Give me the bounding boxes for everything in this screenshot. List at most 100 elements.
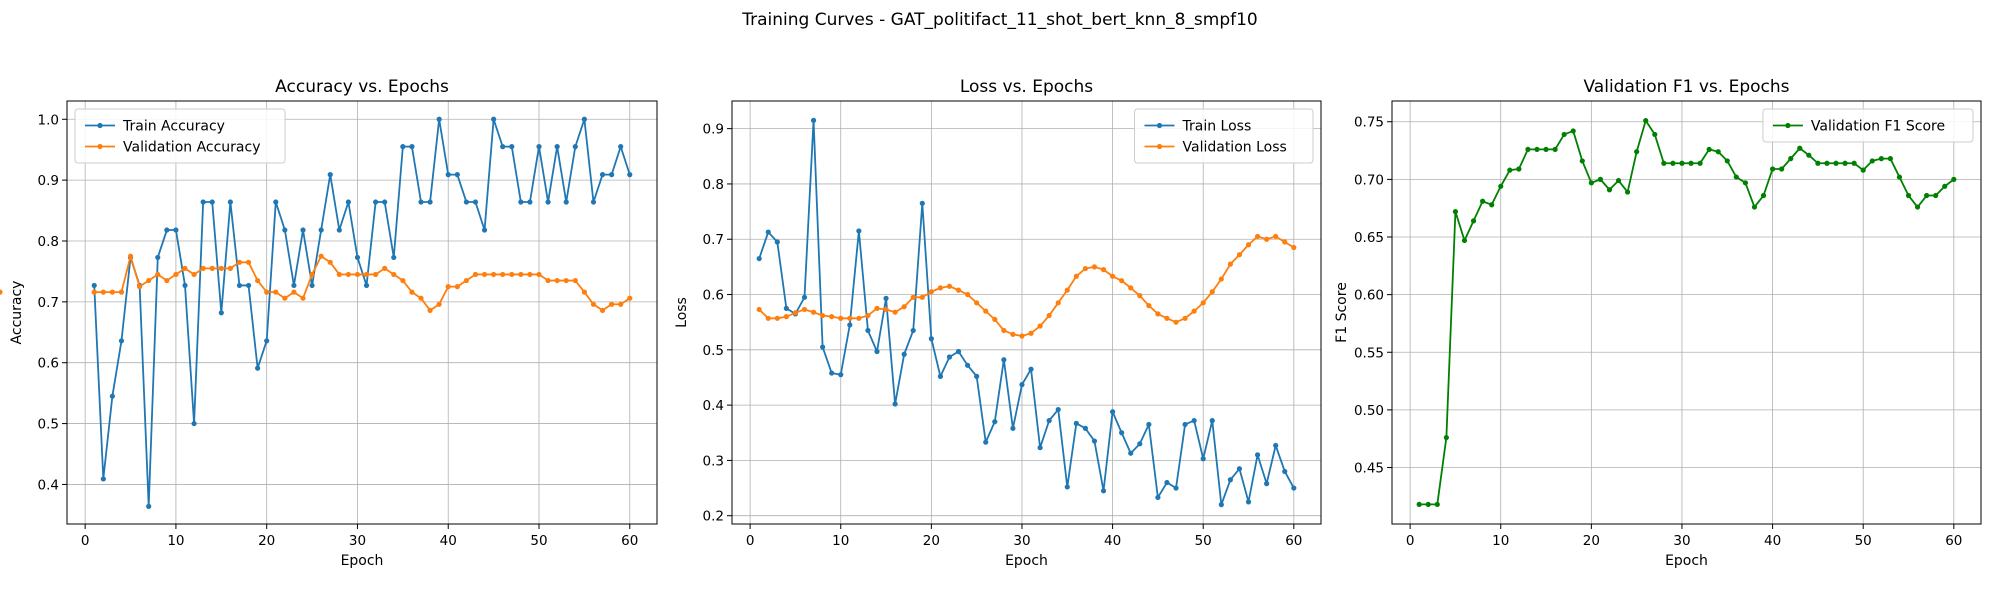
train-accuracy-point — [173, 227, 179, 233]
train-loss-point — [992, 419, 998, 425]
legend-marker — [1156, 143, 1163, 150]
validation-f1-score-point — [1851, 160, 1857, 166]
x-tick-label: 60 — [1945, 533, 1962, 549]
train-loss-point — [1273, 442, 1279, 449]
validation-accuracy-point — [100, 289, 106, 295]
train-accuracy-point — [100, 476, 106, 482]
train-accuracy-point — [182, 282, 188, 289]
x-tick-label: 20 — [923, 533, 940, 549]
train-loss-point — [883, 295, 889, 301]
validation-accuracy-point — [273, 289, 279, 295]
train-accuracy-point — [609, 172, 615, 178]
train-loss-line — [758, 119, 1295, 506]
validation-f1-score-point — [1679, 160, 1685, 166]
x-tick-label: 40 — [440, 533, 457, 549]
x-tick-label: 60 — [1285, 533, 1302, 549]
train-loss-point — [1236, 466, 1243, 472]
y-tick-label: 0.65 — [1354, 230, 1384, 246]
train-accuracy-point — [200, 199, 206, 205]
train-accuracy-point — [581, 116, 587, 122]
train-accuracy-point — [500, 144, 506, 150]
validation-accuracy-point — [563, 277, 569, 284]
train-loss-point — [1119, 430, 1125, 436]
x-tick-label: 60 — [621, 533, 638, 549]
train-accuracy-point — [327, 172, 333, 178]
train-accuracy-point — [481, 227, 488, 233]
y-tick-label: 0.6 — [38, 356, 59, 372]
validation-accuracy-point — [218, 265, 224, 271]
validation-loss-point — [829, 314, 835, 320]
validation-f1-score-point — [1416, 501, 1422, 508]
train-accuracy-point — [236, 282, 243, 289]
validation-accuracy-point — [127, 253, 134, 259]
validation-accuracy-point — [463, 277, 469, 284]
x-axis-label: Epoch — [341, 553, 384, 569]
validation-f1-score-point — [1507, 167, 1513, 173]
train-loss-point — [937, 373, 944, 379]
train-loss-point — [892, 401, 898, 407]
validation-loss-point — [1291, 244, 1297, 251]
validation-f1-score-point — [1842, 160, 1848, 166]
train-accuracy-point — [264, 338, 270, 344]
train-loss-point — [965, 362, 971, 368]
train-loss-point — [1037, 445, 1043, 451]
x-tick-label: 50 — [530, 533, 547, 549]
validation-accuracy-point — [209, 265, 215, 271]
y-tick-label: 0.50 — [1354, 403, 1384, 419]
validation-loss-point — [874, 305, 880, 311]
validation-accuracy-point — [109, 289, 115, 295]
validation-accuracy-point — [427, 307, 433, 313]
train-loss-point — [774, 239, 780, 245]
validation-loss-point — [1091, 264, 1098, 270]
validation-f1-score-point — [1697, 160, 1703, 166]
validation-accuracy-point — [309, 271, 315, 278]
validation-accuracy-point — [481, 271, 488, 278]
train-accuracy-point — [118, 338, 125, 344]
train-accuracy-point — [146, 503, 152, 509]
train-loss-point — [1182, 421, 1188, 428]
validation-loss-point — [1209, 289, 1215, 295]
train-accuracy-point — [373, 199, 379, 205]
x-tick-label: 10 — [167, 533, 184, 549]
validation-f1-score-point — [1561, 131, 1567, 138]
legend-box — [74, 108, 286, 164]
validation-accuracy-point — [354, 271, 361, 278]
validation-loss-point — [847, 315, 853, 321]
train-accuracy-point — [91, 282, 97, 289]
validation-loss-point — [1218, 276, 1224, 282]
validation-f1-score-point — [1706, 146, 1712, 153]
validation-accuracy-point — [227, 265, 233, 271]
validation-accuracy-point — [536, 271, 542, 278]
validation-accuracy-point — [527, 271, 533, 278]
train-loss-point — [1245, 499, 1252, 505]
validation-f1-score-point — [1525, 146, 1531, 153]
validation-loss-point — [1010, 331, 1016, 337]
validation-accuracy-point — [554, 277, 560, 284]
train-accuracy-point — [618, 144, 624, 150]
y-tick-label: 0.5 — [703, 343, 724, 359]
x-tick-label: 40 — [1764, 533, 1781, 549]
plot-area — [1392, 101, 1981, 524]
x-tick-label: 50 — [1855, 533, 1872, 549]
validation-loss-point — [983, 308, 989, 314]
validation-accuracy-point — [400, 277, 406, 284]
train-loss-point — [919, 200, 925, 206]
chart-title: Accuracy vs. Epochs — [275, 77, 449, 97]
train-accuracy-point — [336, 227, 342, 233]
validation-loss-point — [1064, 287, 1070, 293]
validation-loss-point — [765, 315, 771, 321]
validation-loss-point — [1082, 265, 1088, 272]
validation-f1-score-point — [1634, 149, 1640, 155]
x-tick-label: 20 — [1583, 533, 1600, 549]
validation-loss-point — [1028, 330, 1034, 336]
validation-accuracy-point — [336, 271, 342, 278]
validation-f1-score-point — [1815, 160, 1821, 166]
validation-accuracy-point — [137, 284, 143, 290]
legend-marker — [1785, 122, 1791, 129]
validation-f1-score-point — [1625, 189, 1631, 195]
train-accuracy-point — [409, 144, 415, 150]
train-loss-point — [983, 439, 989, 445]
train-loss-point — [820, 344, 826, 350]
train-loss-point — [1137, 441, 1143, 447]
train-accuracy-point — [590, 199, 597, 205]
